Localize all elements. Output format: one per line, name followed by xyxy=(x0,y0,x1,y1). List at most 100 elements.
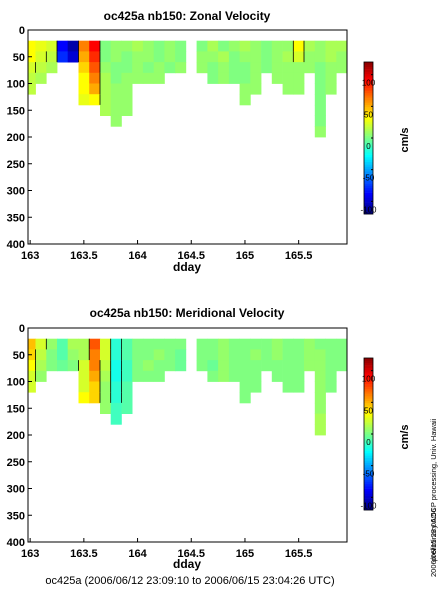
velocity-cell xyxy=(110,413,122,425)
colorbar-band xyxy=(364,95,373,98)
colorbar-band xyxy=(364,358,373,361)
velocity-cell xyxy=(314,51,326,63)
velocity-cell xyxy=(110,40,122,52)
colorbar-band xyxy=(364,498,373,501)
colorbar-band xyxy=(364,149,373,153)
velocity-cell xyxy=(175,338,187,350)
velocity-cell xyxy=(121,104,133,116)
velocity-cell xyxy=(28,360,36,372)
colorbar-band xyxy=(364,448,373,451)
velocity-cell xyxy=(314,126,326,138)
x-tick-label: 164.5 xyxy=(177,250,205,262)
y-tick-label: 150 xyxy=(7,105,25,117)
velocity-cell xyxy=(218,51,230,63)
velocity-cell xyxy=(250,62,262,74)
colorbar-band xyxy=(364,192,373,196)
velocity-cell xyxy=(239,62,251,74)
colorbar-band xyxy=(364,403,373,406)
colorbar-band xyxy=(364,483,373,487)
colorbar-band xyxy=(364,92,373,96)
velocity-cell xyxy=(250,51,262,63)
velocity-cell xyxy=(46,62,58,74)
y-tick-label: 50 xyxy=(13,52,25,64)
velocity-cell xyxy=(57,40,69,52)
velocity-cell xyxy=(250,72,262,84)
colorbar-band xyxy=(364,419,373,423)
colorbar-tick-label: 0 xyxy=(366,142,371,151)
velocity-cell xyxy=(228,360,240,372)
velocity-cell xyxy=(325,62,337,74)
velocity-cell xyxy=(228,370,240,382)
velocity-cell xyxy=(314,424,326,436)
velocity-cell xyxy=(100,72,112,84)
y-tick-label: 250 xyxy=(7,159,25,171)
velocity-cell xyxy=(121,72,133,84)
colorbar-band xyxy=(364,388,373,392)
colorbar-band xyxy=(364,479,373,482)
velocity-cell xyxy=(250,381,262,393)
velocity-cell xyxy=(282,62,294,74)
velocity-cell xyxy=(110,381,122,393)
y-tick-label: 100 xyxy=(7,79,25,91)
zonal-x-axis-label: dday xyxy=(173,260,201,274)
colorbar-band xyxy=(364,119,373,122)
colorbar-band xyxy=(364,161,373,165)
x-tick-label: 165 xyxy=(236,250,254,262)
colorbar-band xyxy=(364,204,373,208)
velocity-cell xyxy=(239,338,251,350)
velocity-cell xyxy=(89,94,101,106)
velocity-cell xyxy=(121,381,133,393)
velocity-cell xyxy=(100,40,112,52)
velocity-cell xyxy=(142,51,154,63)
velocity-cell xyxy=(132,349,144,361)
velocity-cell xyxy=(314,381,326,393)
velocity-cell xyxy=(314,338,326,350)
velocity-cell xyxy=(164,349,176,361)
velocity-cell xyxy=(46,338,58,350)
colorbar-band xyxy=(364,69,373,72)
processing-note: preliminary ADCP processing, Univ. Hawai… xyxy=(429,418,438,561)
velocity-cell xyxy=(89,392,101,404)
velocity-cell xyxy=(314,392,326,404)
velocity-cell xyxy=(89,83,101,95)
colorbar-band xyxy=(364,462,373,466)
velocity-cell xyxy=(218,349,230,361)
colorbar-band xyxy=(364,171,373,174)
velocity-cell xyxy=(314,402,326,414)
velocity-cell xyxy=(314,94,326,106)
velocity-cell xyxy=(78,72,90,84)
colorbar-band xyxy=(364,107,373,110)
colorbar-band xyxy=(364,114,373,117)
velocity-cell xyxy=(110,338,122,350)
velocity-cell xyxy=(89,349,101,361)
velocity-cell xyxy=(250,370,262,382)
velocity-cell xyxy=(110,62,122,74)
velocity-cell xyxy=(196,360,208,372)
velocity-cell xyxy=(142,62,154,74)
velocity-cell xyxy=(110,349,122,361)
velocity-cell xyxy=(164,338,176,350)
velocity-cell xyxy=(239,349,251,361)
velocity-cell xyxy=(314,83,326,95)
velocity-cell xyxy=(282,349,294,361)
velocity-cell xyxy=(250,360,262,372)
velocity-cell xyxy=(100,370,112,382)
velocity-cell xyxy=(314,104,326,116)
colorbar-band xyxy=(364,62,373,65)
colorbar-band xyxy=(364,486,373,489)
velocity-cell xyxy=(35,338,47,350)
colorbar-tick-label: -100 xyxy=(360,205,377,214)
velocity-cell xyxy=(207,338,219,350)
colorbar-band xyxy=(364,391,373,394)
velocity-cell xyxy=(314,115,326,127)
colorbar-band xyxy=(364,393,373,397)
velocity-cell xyxy=(293,349,305,361)
velocity-cell xyxy=(250,349,262,361)
colorbar-band xyxy=(364,426,373,430)
colorbar-band xyxy=(364,64,373,68)
velocity-cell xyxy=(35,62,47,74)
velocity-cell xyxy=(325,51,337,63)
velocity-cell xyxy=(239,72,251,84)
colorbar-band xyxy=(364,138,373,141)
velocity-cell xyxy=(153,338,165,350)
